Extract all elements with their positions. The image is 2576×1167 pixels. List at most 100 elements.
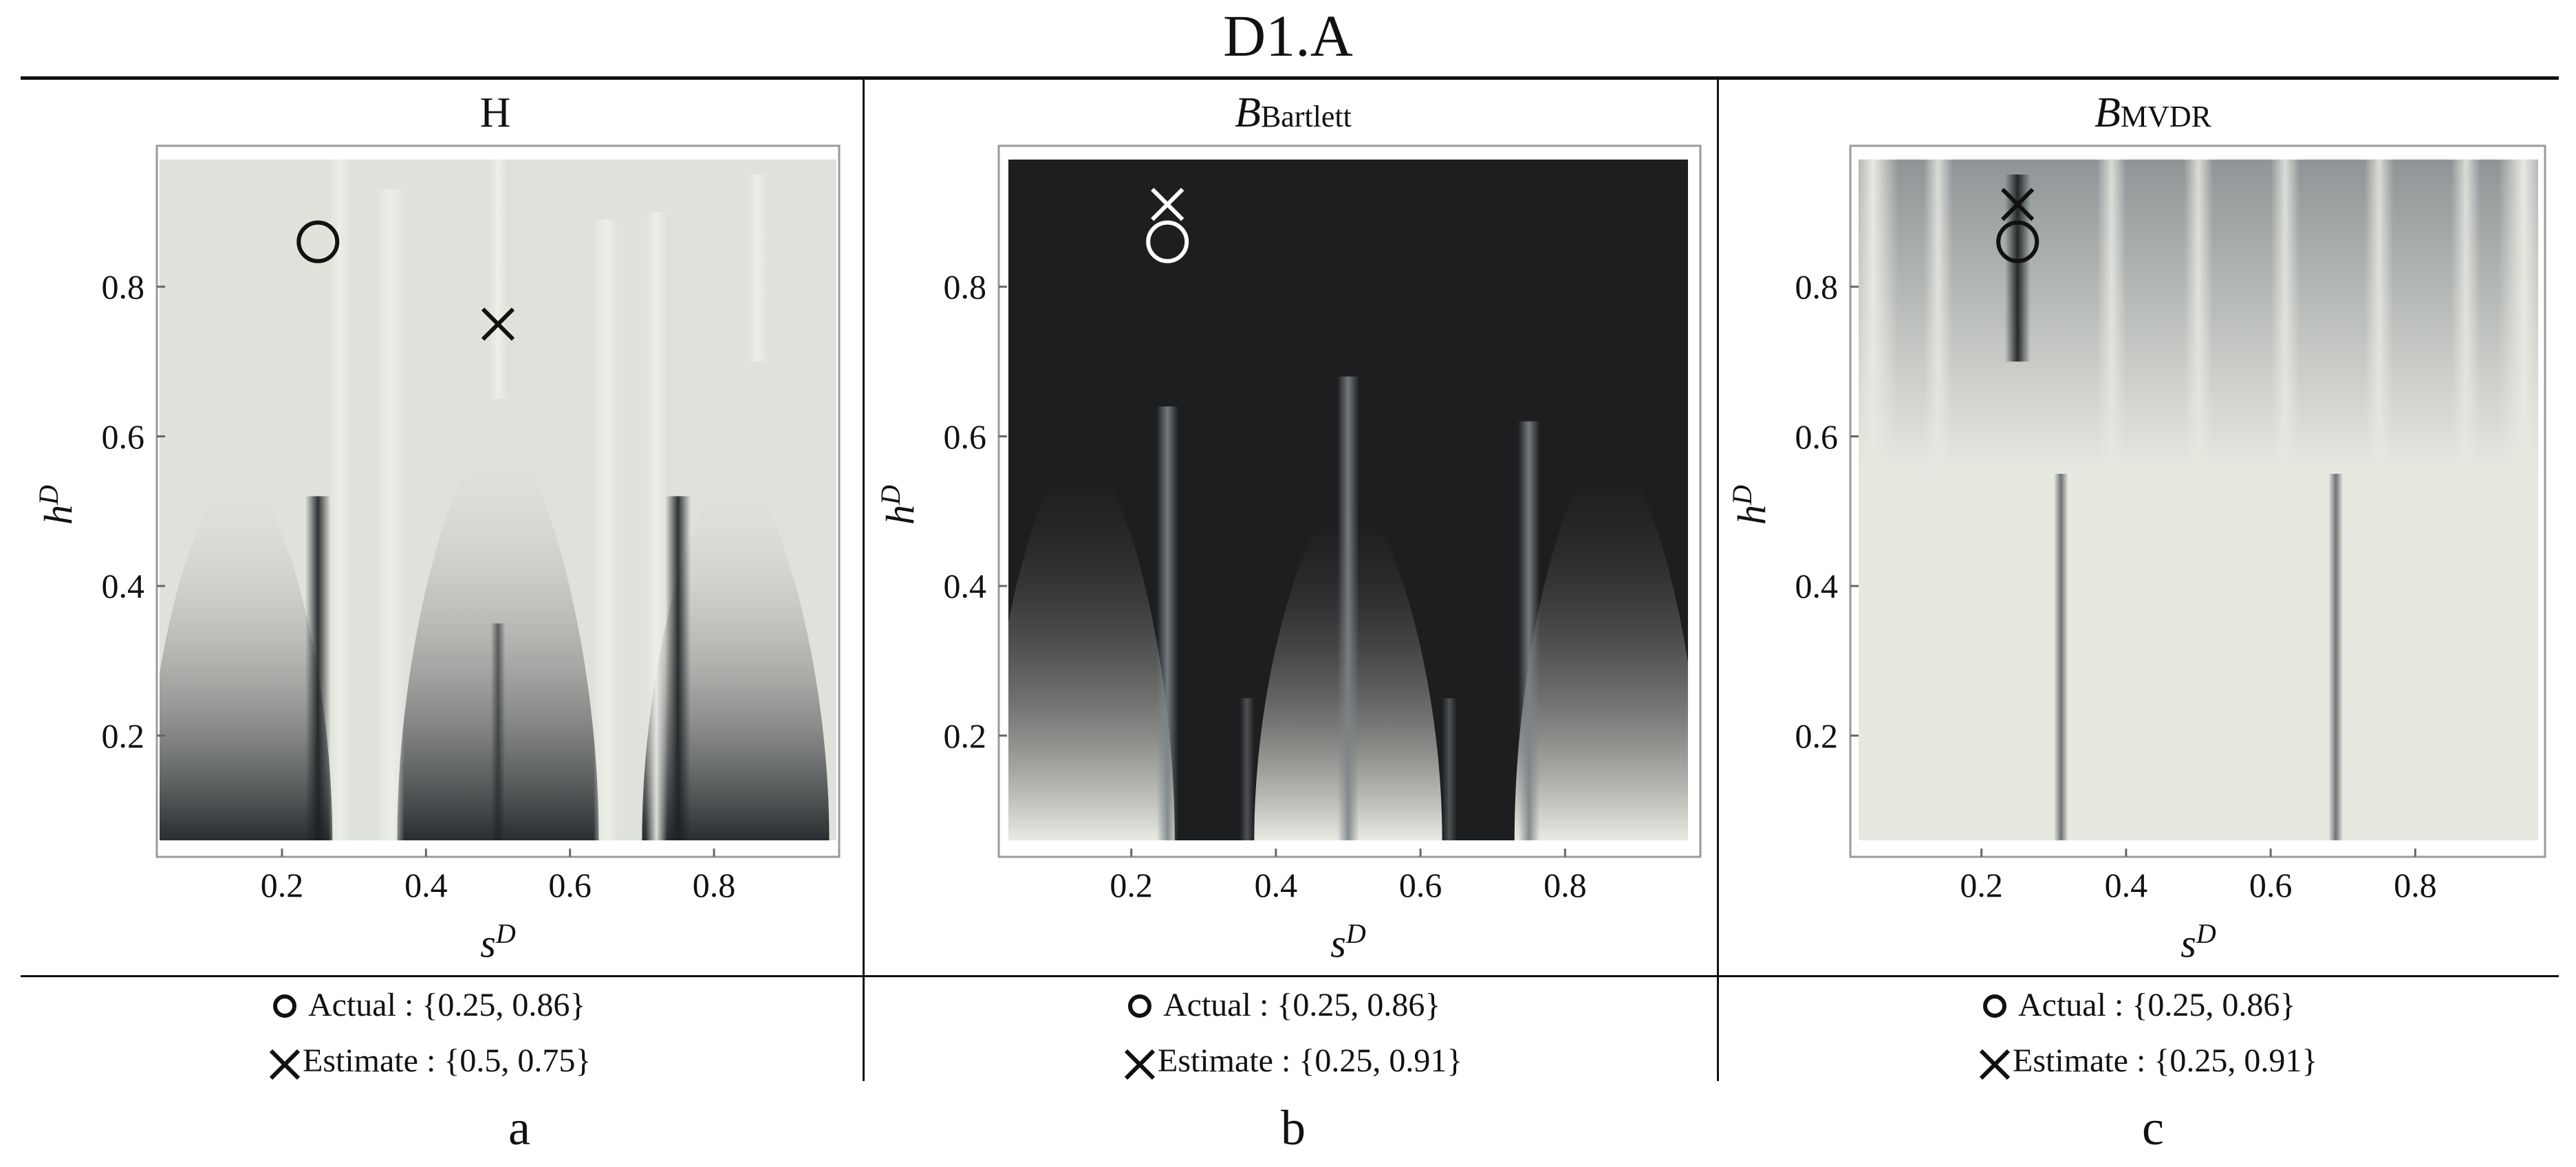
x-axis-label: sD: [1279, 913, 1417, 964]
dark-stripe: [665, 496, 691, 840]
y-tick-label: 0.4: [1795, 567, 1839, 606]
x-axis-label: sD: [2130, 913, 2267, 964]
legend-estimate: Estimate : {0.5, 0.75}: [303, 1043, 592, 1079]
x-tick-label: 0.4: [404, 866, 448, 904]
heatmap-field: [160, 160, 836, 840]
panel-letter: b: [1281, 1100, 1306, 1155]
light-stripe: [2451, 160, 2480, 512]
light-stripe: [746, 174, 768, 362]
legend-estimate: Estimate : {0.25, 0.91}: [2013, 1043, 2318, 1079]
estimate-marker: [2001, 188, 2035, 221]
dark-stripe: [490, 623, 506, 840]
x-axis-label-text: s: [480, 921, 496, 966]
y-tick-label: 0.6: [1795, 417, 1839, 456]
panel-letter: a: [508, 1100, 530, 1155]
mid-rule: [21, 975, 2559, 977]
y-tick-label: 0.2: [943, 716, 987, 755]
gray-stripe: [1240, 698, 1255, 840]
legend-actual: Actual : {0.25, 0.86}: [2018, 987, 2296, 1023]
y-tick-label: 0.8: [1795, 267, 1839, 306]
plot-frame: [997, 144, 1702, 858]
x-axis-label-sup: D: [495, 918, 516, 949]
x-axis-label-text: s: [2180, 921, 2196, 966]
gray-stripe: [1518, 421, 1540, 840]
legend-estimate: Estimate : {0.25, 0.91}: [1158, 1043, 1463, 1079]
column-divider-1: [863, 80, 865, 1081]
plume-left: [160, 473, 333, 840]
y-tick-label: 0.2: [1795, 716, 1839, 755]
actual-marker: [296, 220, 340, 263]
legend-estimate-icon: [1124, 1049, 1156, 1080]
x-tick-label: 0.2: [260, 866, 304, 904]
y-tick-label: 0.4: [101, 567, 145, 606]
y-tick-label: 0.8: [943, 267, 987, 306]
panel-title: H: [289, 85, 702, 144]
y-tick-label: 0.8: [101, 267, 145, 306]
legend-actual-icon: [273, 994, 296, 1018]
dark-stripe: [305, 496, 331, 840]
x-axis-label: sD: [429, 913, 567, 964]
x-tick-label: 0.4: [1254, 866, 1298, 904]
x-tick-label: 0.4: [2104, 866, 2148, 904]
legend-estimate-icon: [1979, 1049, 2011, 1080]
light-stripe: [2097, 160, 2126, 512]
x-tick-label: 0.6: [2249, 866, 2293, 904]
gray-stripe: [1442, 698, 1457, 840]
x-tick-label: 0.8: [1544, 866, 1587, 904]
light-stripe: [1923, 160, 1953, 512]
plot-frame: [155, 144, 841, 858]
legend-estimate-icon: [269, 1049, 301, 1080]
x-tick-label: 0.8: [692, 866, 736, 904]
actual-marker: [1146, 220, 1189, 263]
light-stripe: [488, 160, 508, 400]
panel-title-subscript: Bartlett: [1260, 100, 1352, 133]
y-tick-label: 0.2: [101, 716, 145, 755]
column-divider-2: [1717, 80, 1719, 1081]
panel-title: BBartlett: [1087, 85, 1500, 144]
x-tick-label: 0.2: [1960, 866, 2003, 904]
plume-left: [1008, 451, 1175, 840]
legend-actual-icon: [1983, 994, 2006, 1018]
light-stripe: [376, 189, 404, 840]
panel-title-main: B: [2095, 89, 2121, 136]
top-rule: [21, 76, 2559, 80]
light-stripe: [593, 219, 619, 840]
light-edge: [2498, 160, 2538, 840]
x-tick-label: 0.6: [1398, 866, 1442, 904]
light-stripe: [329, 160, 351, 840]
y-tick-label: 0.4: [943, 567, 987, 606]
light-stripe: [645, 212, 667, 840]
panel-title-main: H: [479, 89, 511, 136]
light-edge: [1859, 160, 1898, 840]
plume-right: [1514, 451, 1688, 840]
light-stripe: [2271, 160, 2300, 512]
gray-stripe: [1337, 376, 1359, 840]
panel-letter: c: [2142, 1100, 2164, 1155]
actual-marker: [1996, 220, 2039, 263]
gray-stripe: [1156, 406, 1178, 840]
y-tick-label: 0.6: [943, 417, 987, 456]
gray-stripe: [2328, 473, 2344, 840]
light-stripe: [2364, 160, 2394, 512]
plot-frame: [1849, 144, 2546, 858]
light-stripe: [2183, 160, 2214, 512]
panel-title: BMVDR: [1947, 85, 2359, 144]
x-axis-label-text: s: [1330, 921, 1346, 966]
legend-actual: Actual : {0.25, 0.86}: [1163, 987, 1441, 1023]
panel-title-main: B: [1235, 89, 1261, 136]
x-tick-label: 0.2: [1110, 866, 1153, 904]
legend-actual-icon: [1128, 994, 1151, 1018]
gray-stripe: [2053, 473, 2068, 840]
legend-actual: Actual : {0.25, 0.86}: [308, 987, 586, 1023]
x-tick-label: 0.8: [2394, 866, 2437, 904]
figure-title: D1.A: [1223, 3, 1353, 69]
heatmap-field: [1859, 160, 2538, 840]
x-axis-label-sup: D: [1345, 918, 1366, 949]
x-tick-label: 0.6: [548, 866, 592, 904]
estimate-marker: [481, 307, 515, 341]
